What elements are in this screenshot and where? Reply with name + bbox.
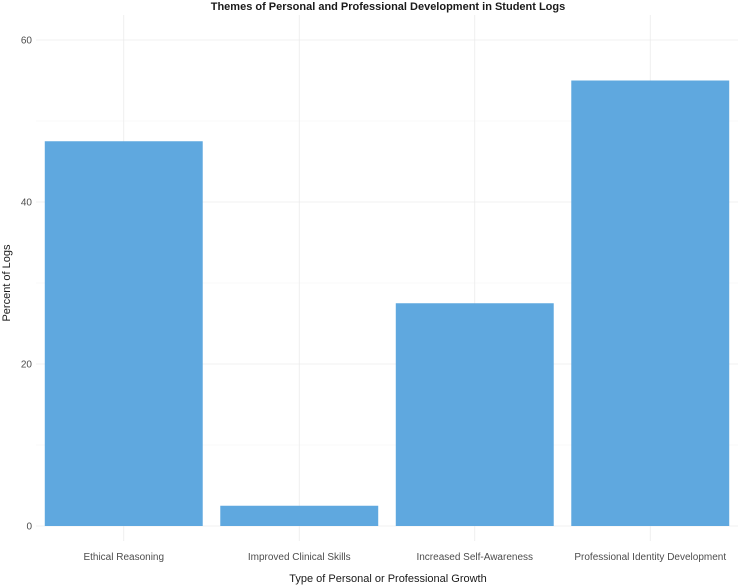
y-tick-label: 40 <box>21 198 33 209</box>
x-tick-label: Increased Self-Awareness <box>416 552 533 563</box>
bar <box>395 303 554 526</box>
chart-title: Themes of Personal and Professional Deve… <box>211 1 566 13</box>
y-axis-ticks: 0 20 40 60 <box>21 36 33 533</box>
x-tick-label: Improved Clinical Skills <box>248 552 351 563</box>
x-axis-ticks: Ethical Reasoning Improved Clinical Skill… <box>83 552 726 563</box>
bar <box>44 141 203 526</box>
x-tick-label: Professional Identity Development <box>574 552 726 563</box>
x-axis-title: Type of Personal or Professional Growth <box>289 573 486 585</box>
y-tick-label: 0 <box>26 522 32 533</box>
bars <box>44 80 730 526</box>
bar <box>220 505 379 526</box>
bar <box>571 80 730 526</box>
y-tick-label: 20 <box>21 360 33 371</box>
y-axis-title: Percent of Logs <box>1 244 13 322</box>
x-tick-label: Ethical Reasoning <box>83 552 164 563</box>
y-tick-label: 60 <box>21 36 33 47</box>
